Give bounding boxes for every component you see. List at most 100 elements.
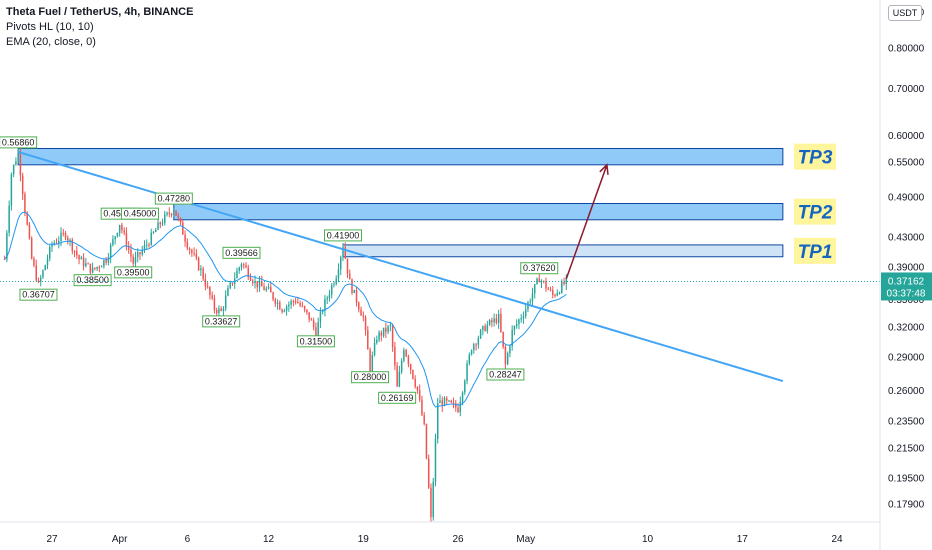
pivot-label-box [520, 262, 559, 275]
candle-body [491, 320, 493, 323]
candle-body [48, 246, 51, 259]
candle-body [231, 282, 234, 284]
candle-body [30, 238, 33, 259]
candle-body [301, 305, 304, 307]
candle-body [299, 303, 301, 306]
candle-body [89, 263, 92, 273]
candle-body [204, 279, 207, 287]
candle-body [157, 222, 159, 230]
candle-body [143, 245, 146, 250]
pivot-label: 0.28247 [489, 369, 522, 379]
candle-body [477, 338, 480, 345]
candle-body [310, 319, 313, 321]
x-tick-label: 26 [452, 534, 464, 545]
candle-body [556, 292, 559, 296]
candle-body [107, 257, 110, 263]
candle-body [123, 230, 125, 233]
candle-body [148, 244, 150, 246]
candle-body [184, 234, 186, 242]
candle-body [549, 289, 552, 291]
candle-body [281, 309, 283, 312]
candle-body [121, 224, 123, 231]
candle-body [44, 265, 46, 271]
pivot-label-box [323, 229, 362, 242]
candle-body [258, 281, 261, 288]
ema-line [4, 211, 567, 408]
candle-body [161, 223, 164, 225]
candle-body [173, 210, 175, 215]
candle-body [468, 354, 471, 364]
pivot-label: 0.28000 [354, 372, 387, 382]
candle-body [103, 259, 105, 267]
candle-body [125, 232, 128, 247]
candle-body [380, 332, 383, 336]
candle-body [215, 310, 218, 314]
indicator-ema[interactable]: EMA (20, close, 0) [6, 36, 96, 48]
symbol-title: Theta Fuel / TetherUS, 4h, BINANCE [6, 6, 194, 18]
candle-body [461, 392, 464, 402]
candle-body [71, 239, 74, 251]
candle-body [558, 292, 561, 294]
y-tick-label: 0.21500 [888, 444, 925, 455]
target-zone-tp1[interactable] [342, 244, 784, 258]
candle-body [326, 298, 328, 300]
candle-body [396, 365, 398, 387]
arrow-head [599, 163, 609, 175]
candle-body [312, 320, 315, 328]
candle-body [353, 289, 356, 294]
candle-body [261, 281, 263, 287]
candle-body [416, 386, 419, 391]
candle-body [98, 266, 101, 268]
candle-body [495, 318, 498, 323]
candle-body [378, 332, 380, 340]
target-arrow[interactable] [565, 163, 609, 279]
candle-body [545, 281, 547, 289]
tp-label-bg [794, 143, 836, 170]
target-zone-tp2[interactable] [173, 203, 784, 221]
trendline[interactable] [17, 150, 784, 383]
candle-body [222, 308, 225, 311]
candle-body [515, 324, 518, 327]
candle-body [19, 151, 22, 176]
candle-body [400, 360, 403, 372]
candle-body [175, 210, 177, 216]
candle-body [218, 308, 220, 314]
target-zone-tp3[interactable] [17, 147, 784, 166]
indicator-pivots[interactable]: Pivots HL (10, 10) [6, 21, 94, 33]
candle-body [536, 278, 538, 285]
candle-body [315, 327, 317, 337]
candle-body [26, 212, 28, 225]
candle-body [249, 277, 252, 281]
candle-body [58, 240, 60, 244]
pivot-label-box [351, 371, 390, 384]
candle-body [527, 302, 529, 310]
arrow-shaft [565, 164, 608, 279]
candle-body [127, 246, 130, 250]
pivot-label-box [222, 246, 261, 259]
candle-body [303, 306, 306, 310]
candle-body [464, 381, 466, 393]
candle-body [552, 290, 554, 296]
candle-body [344, 247, 346, 259]
tp-label-tp3: TP3 [798, 148, 833, 169]
candle-body [448, 400, 450, 402]
y-tick-label: 0.70000 [888, 84, 925, 95]
candle-body [53, 242, 56, 245]
candle-body [355, 289, 358, 303]
candle-body [482, 326, 484, 331]
candle-body [96, 266, 98, 269]
candle-body [116, 232, 119, 237]
candle-body [450, 400, 453, 403]
pivot-label: 0.56860 [2, 137, 35, 147]
pivot-label-box [296, 335, 335, 348]
candle-body [274, 299, 277, 304]
candle-body [308, 312, 310, 320]
y-tick-label: 0.26000 [888, 386, 925, 397]
pivot-label: 0.37620 [523, 263, 556, 273]
pivot-label-box [120, 207, 159, 220]
currency-button[interactable]: USDT [888, 5, 922, 21]
candle-body [265, 288, 268, 291]
candle-body [436, 403, 439, 440]
pivot-label-box [486, 368, 525, 381]
